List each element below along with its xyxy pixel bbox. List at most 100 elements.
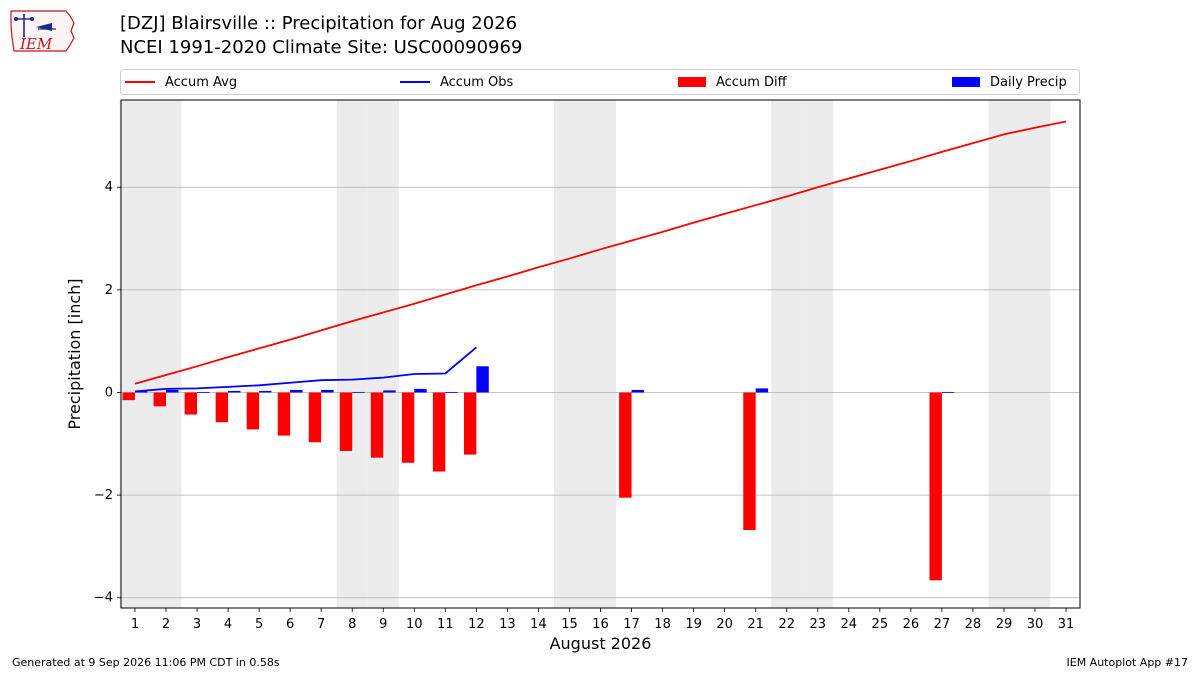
- legend-item-accum-avg: Accum Avg: [125, 70, 237, 94]
- x-tick-label: 13: [499, 617, 516, 632]
- weekend-band-2: [150, 100, 182, 608]
- x-tick-label: 15: [561, 617, 578, 632]
- weekend-band-15: [553, 100, 585, 608]
- x-tick-label: 2: [162, 617, 170, 632]
- weekend-band-30: [1019, 100, 1051, 608]
- daily-precip-bar: [166, 389, 179, 393]
- x-tick-label: 25: [872, 617, 889, 632]
- x-tick-label: 31: [1058, 617, 1075, 632]
- daily-precip-bar: [476, 366, 489, 393]
- daily-precip-bar: [134, 391, 148, 393]
- daily-precip-bar: [941, 391, 955, 393]
- y-axis-label: Precipitation [inch]: [65, 278, 84, 429]
- daily-precip-bar: [259, 390, 272, 393]
- chart-legend: Accum Avg Accum Obs Accum Diff Daily Pre…: [120, 69, 1080, 95]
- x-tick-label: 21: [747, 617, 764, 632]
- x-tick-label: 30: [1027, 617, 1044, 632]
- x-tick-label: 27: [934, 617, 951, 632]
- x-tick-label: 24: [841, 617, 858, 632]
- iem-logo-icon: IEM: [10, 10, 75, 53]
- legend-item-accum-obs: Accum Obs: [400, 70, 513, 94]
- accum-diff-bar: [401, 392, 415, 463]
- y-tick-label: 0: [105, 385, 113, 400]
- accum-diff-bar: [184, 392, 198, 415]
- x-tick-label: 7: [317, 617, 325, 632]
- x-tick-label: 28: [965, 617, 982, 632]
- x-tick-label: 8: [348, 617, 356, 632]
- weekend-band-23: [802, 100, 834, 608]
- y-tick-label: 4: [105, 180, 113, 195]
- legend-swatch-accum-obs: [400, 81, 430, 83]
- x-tick-label: 12: [468, 617, 485, 632]
- x-tick-label: 17: [623, 617, 640, 632]
- daily-precip-bar: [414, 388, 427, 393]
- y-tick-label: −4: [94, 591, 113, 606]
- accum-diff-bar: [308, 392, 322, 443]
- x-tick-label: 23: [809, 617, 826, 632]
- legend-item-accum-diff: Accum Diff: [678, 70, 787, 94]
- x-tick-label: 5: [255, 617, 263, 632]
- logo-text: IEM: [19, 35, 53, 53]
- accum-diff-bar: [929, 392, 942, 581]
- footer-app-id: IEM Autoplot App #17: [1066, 656, 1189, 669]
- legend-label-accum-obs: Accum Obs: [440, 74, 514, 90]
- daily-precip-bar: [228, 390, 241, 393]
- x-tick-label: 18: [654, 617, 671, 632]
- accum-diff-bar: [619, 392, 632, 498]
- line-layer: [134, 120, 1067, 393]
- x-tick-label: 22: [778, 617, 795, 632]
- x-tick-label: 3: [193, 617, 201, 632]
- weekend-band-22: [771, 100, 803, 608]
- daily-precip-bar: [352, 391, 365, 393]
- x-tick-label: 16: [592, 617, 609, 632]
- legend-label-daily-precip: Daily Precip: [990, 74, 1067, 90]
- accum-diff-bar: [339, 392, 353, 451]
- footer-generated: Generated at 9 Sep 2026 11:06 PM CDT in …: [12, 656, 280, 669]
- x-tick-label: 6: [286, 617, 294, 632]
- x-tick-label: 11: [437, 617, 454, 632]
- x-tick-label: 19: [685, 617, 702, 632]
- x-tick-label: 14: [530, 617, 547, 632]
- legend-swatch-daily-precip: [952, 77, 980, 87]
- x-tick-label: 9: [379, 617, 387, 632]
- y-tick-label: 2: [105, 283, 113, 298]
- x-axis-label: August 2026: [550, 634, 652, 653]
- weekend-shading-layer: [119, 100, 1051, 608]
- accum-diff-bar: [370, 392, 384, 458]
- legend-label-accum-diff: Accum Diff: [716, 74, 787, 90]
- x-tick-label: 10: [406, 617, 423, 632]
- daily-precip-bar: [631, 389, 644, 393]
- weekend-band-1: [119, 100, 151, 608]
- accum-avg-line: [134, 120, 1067, 385]
- accum-diff-bar: [122, 392, 135, 401]
- weekend-band-16: [584, 100, 617, 608]
- x-tick-label: 1: [131, 617, 139, 632]
- accum-diff-bar: [463, 392, 477, 455]
- accum-diff-bar: [277, 392, 291, 436]
- legend-swatch-accum-avg: [125, 81, 155, 83]
- daily-precip-bar: [383, 390, 396, 393]
- chart-title: [DZJ] Blairsville :: Precipitation for A…: [120, 13, 518, 34]
- legend-item-daily-precip: Daily Precip: [952, 70, 1067, 94]
- legend-swatch-accum-diff: [678, 77, 706, 87]
- x-tick-label: 20: [716, 617, 733, 632]
- accum-diff-bar: [432, 392, 446, 472]
- weekend-band-9: [367, 100, 399, 608]
- y-tick-label: −2: [94, 488, 113, 503]
- chart-subtitle: NCEI 1991-2020 Climate Site: USC00090969: [120, 37, 523, 58]
- daily-precip-bar: [445, 391, 458, 393]
- daily-precip-bar: [290, 389, 303, 393]
- daily-precip-bar: [755, 388, 769, 393]
- weekend-band-29: [988, 100, 1020, 608]
- legend-label-accum-avg: Accum Avg: [165, 74, 238, 90]
- accum-obs-line: [134, 346, 477, 393]
- daily-precip-bar: [197, 391, 210, 393]
- x-tick-label: 26: [903, 617, 920, 632]
- x-tick-label: 29: [996, 617, 1013, 632]
- bar-layer: [122, 366, 955, 581]
- x-tick-label: 4: [224, 617, 232, 632]
- accum-diff-bar: [215, 392, 229, 423]
- accum-diff-bar: [246, 392, 260, 430]
